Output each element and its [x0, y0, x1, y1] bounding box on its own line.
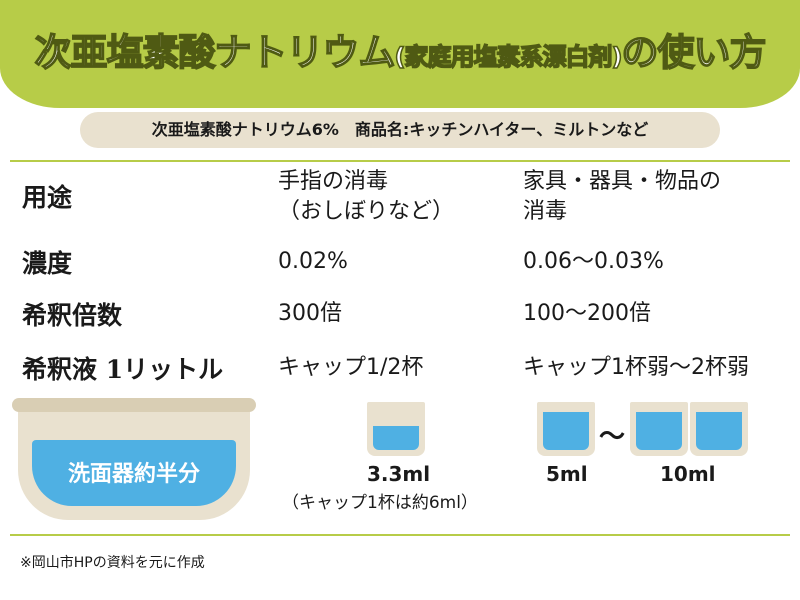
range-tilde: 〜: [599, 422, 626, 452]
title-main: 次亜塩素酸ナトリウム: [34, 30, 397, 75]
divider-bottom: [10, 534, 790, 536]
divider: [10, 160, 790, 162]
cap-5ml-water: [543, 412, 589, 450]
title-tail: の使い方: [621, 30, 768, 75]
liter-furniture: キャップ1杯弱〜2杯弱: [523, 355, 749, 380]
dilution-hands: 300倍: [278, 301, 342, 326]
cap-note: （キャップ1杯は約6ml）: [282, 493, 478, 513]
cap-10ml-water-2: [696, 412, 742, 450]
basin-label: 洗面器約半分: [67, 462, 200, 487]
row-label-concentration: 濃度: [22, 249, 73, 278]
subtitle-pill: 次亜塩素酸ナトリウム6% 商品名:キッチンハイター、ミルトンなど: [80, 112, 720, 148]
cap-half-label: 3.3ml: [367, 462, 431, 486]
basin-water: [32, 440, 236, 506]
concentration-hands: 0.02%: [278, 249, 348, 274]
row-label-use: 用途: [22, 183, 73, 212]
title-paren: (家庭用塩素系漂白剤): [394, 42, 623, 72]
cap-half-water: [373, 426, 419, 450]
title-banner: [0, 0, 800, 108]
cap-10ml-label: 10ml: [660, 462, 716, 486]
dilution-furniture: 100〜200倍: [523, 301, 651, 326]
basin-rim: [12, 398, 256, 412]
row-label-liter: 希釈液 1リットル: [22, 355, 224, 384]
concentration-furniture: 0.06〜0.03%: [523, 249, 664, 274]
cap-10ml-water-1: [636, 412, 682, 450]
use-furniture: 家具・器具・物品の 消毒: [523, 169, 722, 224]
row-label-dilution: 希釈倍数: [22, 301, 123, 330]
use-hands: 手指の消毒 （おしぼりなど）: [278, 169, 455, 224]
footer-note: ※岡山市HPの資料を元に作成: [20, 555, 205, 571]
page-title: 次亜塩素酸ナトリウム(家庭用塩素系漂白剤)の使い方: [0, 22, 800, 76]
cap-5ml-label: 5ml: [546, 462, 588, 486]
liter-hands: キャップ1/2杯: [278, 355, 424, 380]
